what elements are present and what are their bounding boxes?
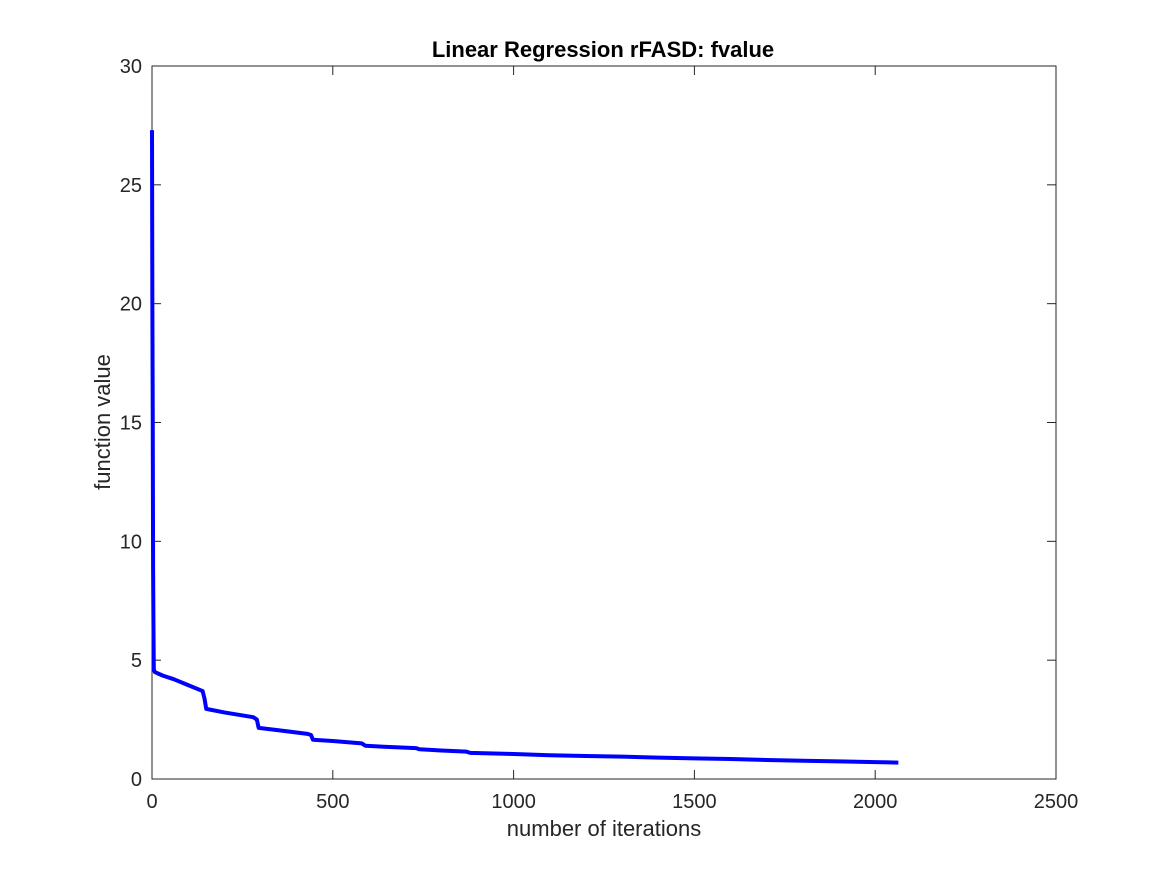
y-tick-label: 0 bbox=[131, 769, 142, 791]
y-axis-title: function value bbox=[90, 354, 115, 490]
series-layer bbox=[150, 130, 899, 765]
y-tick-label: 10 bbox=[120, 531, 142, 553]
y-tick-label: 15 bbox=[120, 413, 142, 435]
x-tick-label: 0 bbox=[146, 791, 157, 813]
series-line bbox=[150, 130, 899, 765]
chart-title: Linear Regression rFASD: fvalue bbox=[432, 37, 774, 62]
x-tick-label: 1000 bbox=[491, 791, 536, 813]
y-tick-label: 25 bbox=[120, 175, 142, 197]
x-tick-label: 2500 bbox=[1034, 791, 1079, 813]
y-tick-label: 20 bbox=[120, 294, 142, 316]
y-tick-label: 5 bbox=[131, 650, 142, 672]
axis-ticks: 0 500 1000 1500 2000 2500 0 5 10 15 20 25 30 bbox=[120, 56, 1079, 813]
x-tick-label: 500 bbox=[316, 791, 349, 813]
x-tick-label: 1500 bbox=[672, 791, 717, 813]
plot-area bbox=[151, 65, 1057, 780]
x-axis-title: number of iterations bbox=[507, 816, 701, 841]
y-tick-label: 30 bbox=[120, 56, 142, 78]
x-tick-label: 2000 bbox=[853, 791, 898, 813]
